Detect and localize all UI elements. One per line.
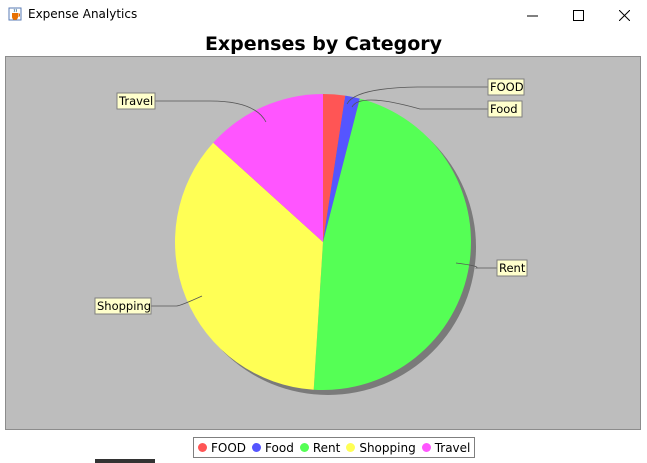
java-cup-icon [8,7,22,21]
chart-title: Expenses by Category [204,33,443,55]
legend-swatch [346,443,356,452]
slice-label-food: Food [490,102,518,116]
minimize-button[interactable] [509,0,555,30]
pie-slice-food [323,94,346,242]
legend-label: Shopping [359,440,416,455]
legend-label: Rent [312,440,341,455]
maximize-button[interactable] [555,0,601,30]
slice-label-food: FOOD [490,80,524,94]
slice-label-travel: Travel [118,94,153,108]
legend-item-travel: Travel [421,440,471,455]
legend-swatch [198,443,207,452]
minimize-icon [526,15,538,16]
label-connector-rent [455,262,497,269]
legend-item-rent: Rent [299,440,341,455]
slice-label-box-food [487,100,523,118]
slice-label-box-travel [116,92,156,110]
legend-label: Food [265,440,294,455]
legend-swatch [299,443,309,452]
legend-swatch [252,443,262,452]
label-connector-food [346,86,488,105]
pie-slice-travel [213,94,323,242]
slice-label-rent: Rent [499,261,526,275]
label-connector-food [351,99,488,110]
label-connector-travel [155,100,267,123]
title-bar: Expense Analytics [0,0,647,30]
legend-item-food: FOOD [198,441,246,455]
close-icon [618,9,630,21]
label-connector-shopping [151,295,203,307]
legend-label: FOOD [211,440,247,455]
pie-slice-shopping [175,142,323,390]
maximize-icon [572,9,584,21]
slice-label-box-food [487,78,525,96]
slice-label-shopping: Shopping [97,299,151,313]
legend-item-shopping: Shopping [346,440,416,455]
legend-item-food: Food [252,441,294,455]
slice-label-box-shopping [94,297,152,315]
taskbar-fragment [95,459,155,463]
legend-label: Travel [434,440,471,455]
pie-slice-rent [313,98,471,390]
legend-swatch [421,443,431,452]
pie-slice-food [323,95,360,243]
window-title: Expense Analytics [28,7,138,21]
close-button[interactable] [601,0,647,30]
chart-legend: FOOD Food Rent Shopping Travel [193,437,476,458]
slice-label-box-rent [496,259,528,277]
